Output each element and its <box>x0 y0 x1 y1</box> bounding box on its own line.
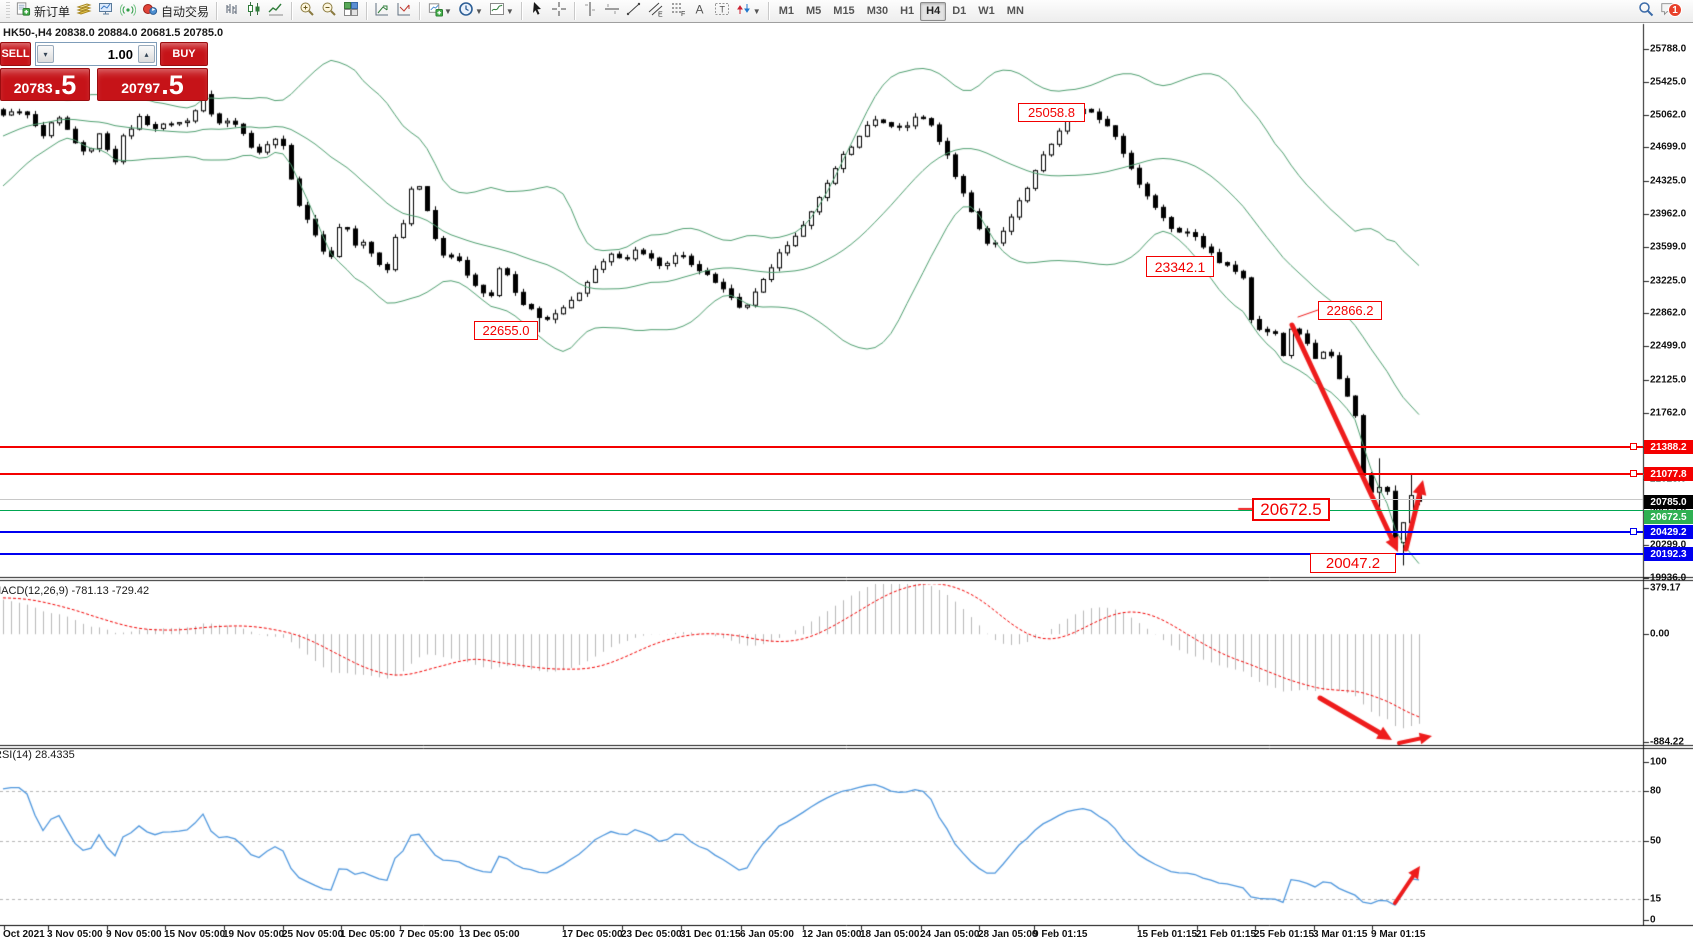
price-axis-tick: 21762.0 <box>1650 407 1687 419</box>
time-axis-label: 28 Jan 05:00 <box>978 929 1038 940</box>
sell-price-frac: .5 <box>53 70 77 101</box>
macd-scale-label: 379.17 <box>1650 582 1681 594</box>
support-line-20672-label: 20672.5 <box>1644 510 1693 524</box>
time-axis-label: 19 Nov 05:00 <box>223 929 285 940</box>
price-axis-tick: 25062.0 <box>1650 109 1687 121</box>
support-line-20429[interactable] <box>0 531 1643 533</box>
time-axis-label: 9 Nov 05:00 <box>106 929 162 940</box>
time-axis-label: 25 Feb 01:15 <box>1254 929 1315 940</box>
price-axis-tick: 22125.0 <box>1650 374 1687 386</box>
price-note-23342[interactable]: 23342.1 <box>1146 256 1214 277</box>
price-axis-tick: 25788.0 <box>1650 43 1687 55</box>
buy-price-main: 20797 <box>121 80 161 97</box>
time-axis-label: 13 Dec 05:00 <box>459 929 520 940</box>
rsi-indicator-label: RSI(14) 28.4335 <box>0 749 75 761</box>
rsi-scale-label: 100 <box>1650 756 1667 768</box>
price-axis-tick: 23962.0 <box>1650 208 1687 220</box>
support-line-20192[interactable] <box>0 553 1643 555</box>
volume-input[interactable]: 1.00 <box>107 46 133 62</box>
price-axis-tick: 24699.0 <box>1650 141 1687 153</box>
time-axis-label: 21 Feb 01:15 <box>1196 929 1257 940</box>
macd-scale-label: 0.00 <box>1650 628 1670 640</box>
buy-price-frac: .5 <box>161 70 184 101</box>
buy-button[interactable]: BUY <box>160 42 208 66</box>
time-axis-label: Oct 2021 <box>3 929 45 940</box>
sell-button[interactable]: SELL <box>0 42 31 66</box>
volume-increase-button[interactable]: ▴ <box>138 45 155 63</box>
rsi-scale-label: 15 <box>1650 893 1662 905</box>
rsi-scale-label: 50 <box>1650 835 1662 847</box>
price-note-25058[interactable]: 25058.8 <box>1018 103 1085 122</box>
time-axis-label: 31 Dec 01:15 <box>680 929 741 940</box>
resistance-line-21077-handle[interactable] <box>1630 470 1637 477</box>
support-line-20429-label: 20429.2 <box>1644 525 1693 539</box>
rsi-scale-label: 80 <box>1650 785 1662 797</box>
price-note-22655[interactable]: 22655.0 <box>474 321 538 340</box>
resistance-line-21388-handle[interactable] <box>1630 443 1637 450</box>
support-line-20429-handle[interactable] <box>1630 528 1637 535</box>
volume-decrease-button[interactable]: ▾ <box>37 45 54 63</box>
price-note-20047[interactable]: 20047.2 <box>1310 553 1396 573</box>
time-axis-label: 24 Jan 05:00 <box>920 929 980 940</box>
time-axis-label: 3 Nov 05:00 <box>47 929 103 940</box>
current-price-line-label: 20785.0 <box>1644 495 1693 509</box>
time-axis-label: 23 Dec 05:00 <box>621 929 682 940</box>
time-axis-label: 15 Nov 05:00 <box>164 929 226 940</box>
buy-price[interactable]: 20797 .5 <box>97 68 208 101</box>
time-axis-label: 18 Jan 05:00 <box>860 929 920 940</box>
price-axis-tick: 23225.0 <box>1650 275 1687 287</box>
rsi-scale-label: 0 <box>1650 914 1656 926</box>
price-note-22866[interactable]: 22866.2 <box>1318 301 1382 320</box>
time-axis-label: 6 Jan 05:00 <box>740 929 794 940</box>
volume-stepper: ▾ 1.00 ▴ <box>35 42 157 66</box>
time-axis-label: 7 Dec 05:00 <box>399 929 455 940</box>
current-price-line[interactable] <box>0 499 1643 500</box>
time-axis-label: 9 Mar 01:15 <box>1371 929 1426 940</box>
sell-price[interactable]: 20783 .5 <box>0 68 90 101</box>
chart-title: HK50-,H4 20838.0 20884.0 20681.5 20785.0 <box>3 27 224 39</box>
support-line-20192-label: 20192.3 <box>1644 547 1693 561</box>
time-axis-label: 1 Dec 05:00 <box>340 929 396 940</box>
one-click-trading-panel: SELL ▾ 1.00 ▴ BUY 20783 .5 20797 .5 <box>0 42 208 101</box>
price-axis-tick: 23599.0 <box>1650 241 1687 253</box>
macd-indicator-label: MACD(12,26,9) -781.13 -729.42 <box>0 585 150 597</box>
time-axis-label: 3 Mar 01:15 <box>1313 929 1368 940</box>
price-axis-tick: 25425.0 <box>1650 76 1687 88</box>
macd-scale-label: -884.22 <box>1650 736 1684 748</box>
resistance-line-21077[interactable] <box>0 473 1643 475</box>
resistance-line-21388[interactable] <box>0 446 1643 448</box>
price-axis-tick: 19936.0 <box>1650 572 1687 584</box>
support-line-20672[interactable] <box>0 510 1643 511</box>
price-axis-tick: 24325.0 <box>1650 175 1687 187</box>
price-axis-tick: 22862.0 <box>1650 307 1687 319</box>
time-axis-label: 9 Feb 01:15 <box>1033 929 1088 940</box>
time-axis-label: 15 Feb 01:15 <box>1137 929 1198 940</box>
sell-price-main: 20783 <box>13 80 53 97</box>
time-axis-label: 25 Nov 05:00 <box>282 929 344 940</box>
time-axis-label: 17 Dec 05:00 <box>562 929 623 940</box>
resistance-line-21077-label: 21077.8 <box>1644 467 1693 481</box>
price-note-20672[interactable]: 20672.5 <box>1252 498 1330 521</box>
time-axis-label: 12 Jan 05:00 <box>802 929 862 940</box>
price-axis-tick: 20299.0 <box>1650 539 1687 551</box>
price-axis-tick: 22499.0 <box>1650 340 1687 352</box>
resistance-line-21388-label: 21388.2 <box>1644 440 1693 454</box>
